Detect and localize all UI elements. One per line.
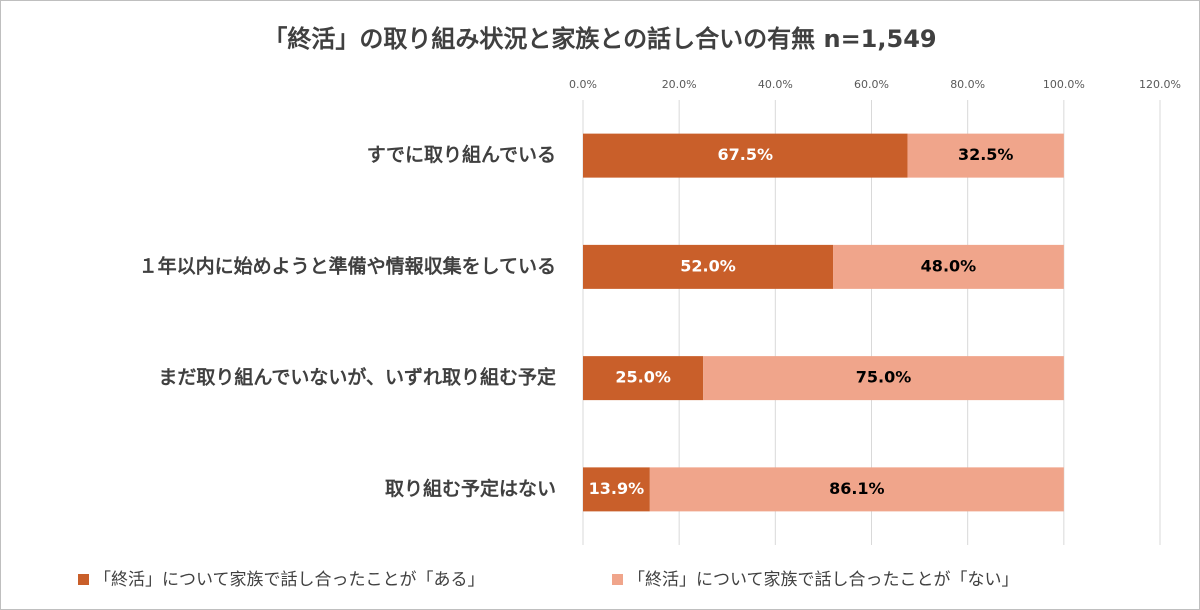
x-tick-label: 60.0% [854, 78, 889, 91]
data-label: 52.0% [680, 256, 736, 275]
x-tick-label: 120.0% [1139, 78, 1181, 91]
bar-segment [703, 356, 1064, 401]
x-tick-label: 40.0% [758, 78, 793, 91]
legend-swatch [78, 574, 89, 585]
data-label: 13.9% [589, 479, 645, 498]
bar-segment [583, 133, 908, 178]
y-tick-label: すでに取り組んでいる [367, 143, 556, 166]
bar-segment [833, 244, 1064, 289]
legend-label: 「終活」について家族で話し合ったことが「ある」 [94, 570, 485, 590]
bar-segment [649, 467, 1064, 512]
data-label: 32.5% [958, 145, 1014, 164]
data-label: 75.0% [856, 368, 912, 387]
chart-title: 「終活」の取り組み状況と家族との話し合いの有無 n=1,549 [263, 25, 936, 53]
x-tick-label: 20.0% [662, 78, 697, 91]
bar-segment [907, 133, 1064, 178]
y-tick-label: まだ取り組んでいないが、いずれ取り組む予定 [158, 366, 556, 389]
bar-segment [583, 467, 650, 512]
data-label: 67.5% [718, 145, 774, 164]
legend-label: 「終活」について家族で話し合ったことが「ない」 [628, 570, 1019, 590]
bar-segment [583, 356, 704, 401]
bar-segment [583, 244, 834, 289]
x-tick-label: 100.0% [1043, 78, 1085, 91]
data-label: 86.1% [829, 479, 885, 498]
y-tick-label: 取り組む予定はない [385, 477, 556, 500]
y-tick-label: １年以内に始めようと準備や情報収集をしている [139, 254, 556, 277]
data-label: 48.0% [921, 256, 977, 275]
legend-swatch [612, 574, 623, 585]
data-label: 25.0% [615, 368, 671, 387]
x-tick-label: 0.0% [569, 78, 597, 91]
x-tick-label: 80.0% [950, 78, 985, 91]
